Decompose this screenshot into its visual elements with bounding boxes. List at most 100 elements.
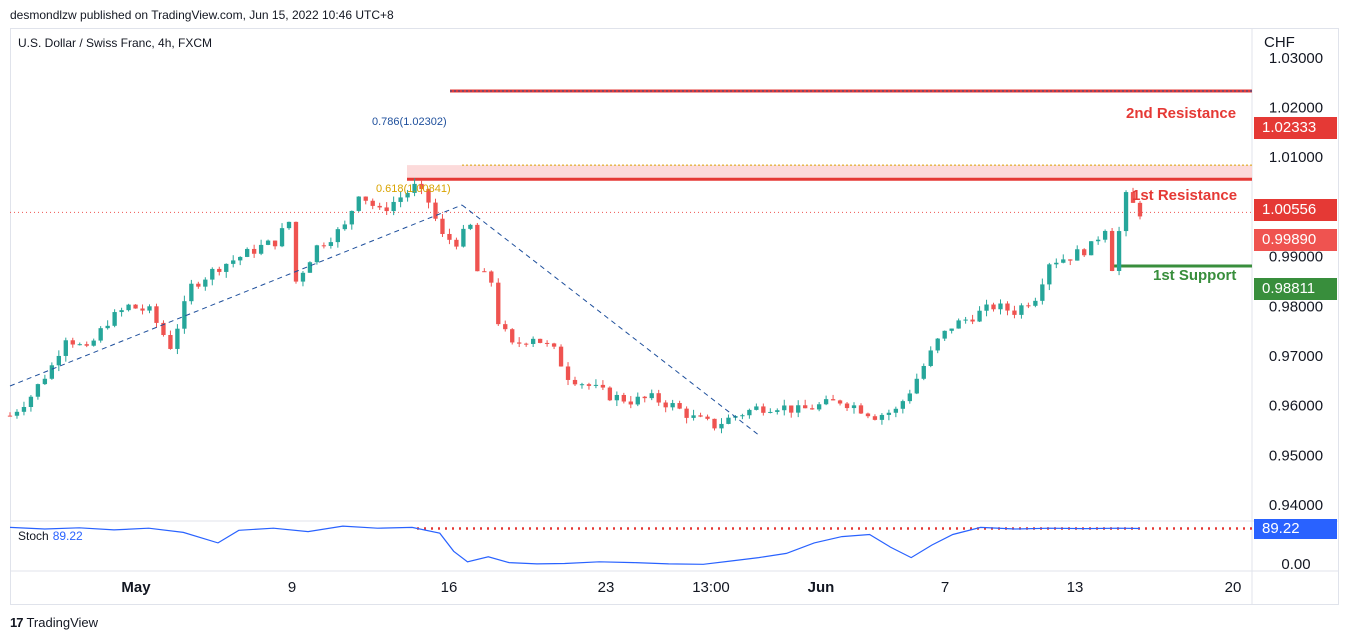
candle-body xyxy=(119,310,124,313)
candle-down xyxy=(321,242,327,249)
candle-up xyxy=(530,336,536,348)
candle-body xyxy=(433,202,438,219)
candle-down xyxy=(1005,301,1010,316)
candle-down xyxy=(370,198,375,210)
candle-body xyxy=(719,423,724,429)
candle-body xyxy=(684,408,689,418)
tradingview-logo[interactable]: 17 TradingView xyxy=(10,615,98,630)
candle-body xyxy=(844,403,850,409)
candle-body xyxy=(740,415,745,417)
candle-body xyxy=(1068,259,1073,261)
candle-up xyxy=(468,223,473,231)
candle-up xyxy=(300,271,306,287)
first-resistance-label: 1st Resistance xyxy=(1132,187,1238,204)
candle-body xyxy=(1123,192,1129,232)
candle-body xyxy=(517,342,522,344)
candle-up xyxy=(77,342,82,346)
price-tick-label: 0.97000 xyxy=(1269,348,1323,365)
candle-body xyxy=(628,401,633,405)
candle-body xyxy=(803,405,808,409)
candle-body xyxy=(830,399,836,401)
time-tick-label: 13 xyxy=(1067,579,1084,596)
candle-body xyxy=(454,239,459,247)
candle-body xyxy=(1116,231,1122,271)
tradingview-brand: TradingView xyxy=(26,615,99,630)
candle-up xyxy=(579,382,585,389)
candle-up xyxy=(126,303,131,312)
candle-down xyxy=(447,228,452,245)
candle-down xyxy=(1082,248,1087,258)
candle-down xyxy=(830,394,836,401)
candle-body xyxy=(1137,202,1143,217)
candle-down xyxy=(454,237,459,250)
candle-down xyxy=(872,414,878,421)
candle-down xyxy=(475,222,480,272)
candle-up xyxy=(1019,303,1024,319)
candle-body xyxy=(140,308,145,311)
candle-body xyxy=(712,418,717,429)
candle-body xyxy=(503,324,508,330)
candle-body xyxy=(551,343,557,347)
candle-body xyxy=(7,415,13,417)
price-tick-label: 1.02000 xyxy=(1269,100,1323,117)
candle-up xyxy=(928,346,933,368)
candle-body xyxy=(63,340,68,356)
price-tick-label: 1.03000 xyxy=(1269,50,1323,67)
candle-body xyxy=(823,399,829,405)
candle-body xyxy=(1089,241,1094,256)
candle-up xyxy=(21,401,27,416)
candle-body xyxy=(258,244,264,254)
candle-body xyxy=(244,248,250,257)
candle-body xyxy=(328,242,334,246)
candle-body xyxy=(1019,305,1024,315)
fib-trend-line-down xyxy=(461,204,761,437)
first-support-price-tag: 0.98811 xyxy=(1254,278,1337,300)
candle-body xyxy=(182,301,187,329)
candle-body xyxy=(238,256,243,261)
candle-down xyxy=(363,196,368,205)
candle-body xyxy=(510,329,515,343)
candle-down xyxy=(133,304,138,309)
candle-body xyxy=(754,406,759,410)
second-resistance-price-tag: 1.02333 xyxy=(1254,117,1337,139)
candle-up xyxy=(1040,278,1045,305)
price-tick-label: 0.94000 xyxy=(1269,497,1323,514)
time-tick-label: 13:00 xyxy=(692,579,730,596)
candle-body xyxy=(384,207,389,212)
candle-body xyxy=(768,411,773,413)
overlays xyxy=(9,204,761,437)
candle-down xyxy=(524,342,529,347)
candle-down xyxy=(1137,200,1143,220)
candle-up xyxy=(1102,229,1108,243)
candle-body xyxy=(377,205,382,208)
candle-body xyxy=(1040,284,1045,301)
candle-down xyxy=(656,389,661,406)
candle-up xyxy=(175,324,180,355)
price-tick-label: 0.96000 xyxy=(1269,398,1323,415)
candle-body xyxy=(272,240,278,247)
candle-up xyxy=(879,413,885,425)
candle-up xyxy=(314,244,320,265)
candle-body xyxy=(782,405,787,411)
stoch-line xyxy=(9,525,1141,565)
price-tick-label: 0.98000 xyxy=(1269,298,1323,315)
candle-up xyxy=(265,239,271,246)
candle-up xyxy=(328,237,334,249)
candle-down xyxy=(1012,305,1017,319)
candle-body xyxy=(579,384,585,386)
candle-up xyxy=(593,379,599,389)
candle-down xyxy=(789,405,794,418)
candle-body xyxy=(482,271,487,273)
symbol-title[interactable]: U.S. Dollar / Swiss Franc, 4h, FXCM xyxy=(18,36,213,50)
candle-up xyxy=(1047,262,1052,291)
second-resistance-label: 2nd Resistance xyxy=(1126,105,1237,122)
candle-up xyxy=(949,328,954,334)
resistance-zone xyxy=(407,165,1252,180)
stoch-legend[interactable]: Stoch 89.22 xyxy=(18,529,83,543)
candle-body xyxy=(537,338,543,343)
candle-down xyxy=(761,403,766,416)
candle-body xyxy=(1047,264,1052,285)
candle-body xyxy=(133,304,138,309)
candle-body xyxy=(914,378,919,394)
